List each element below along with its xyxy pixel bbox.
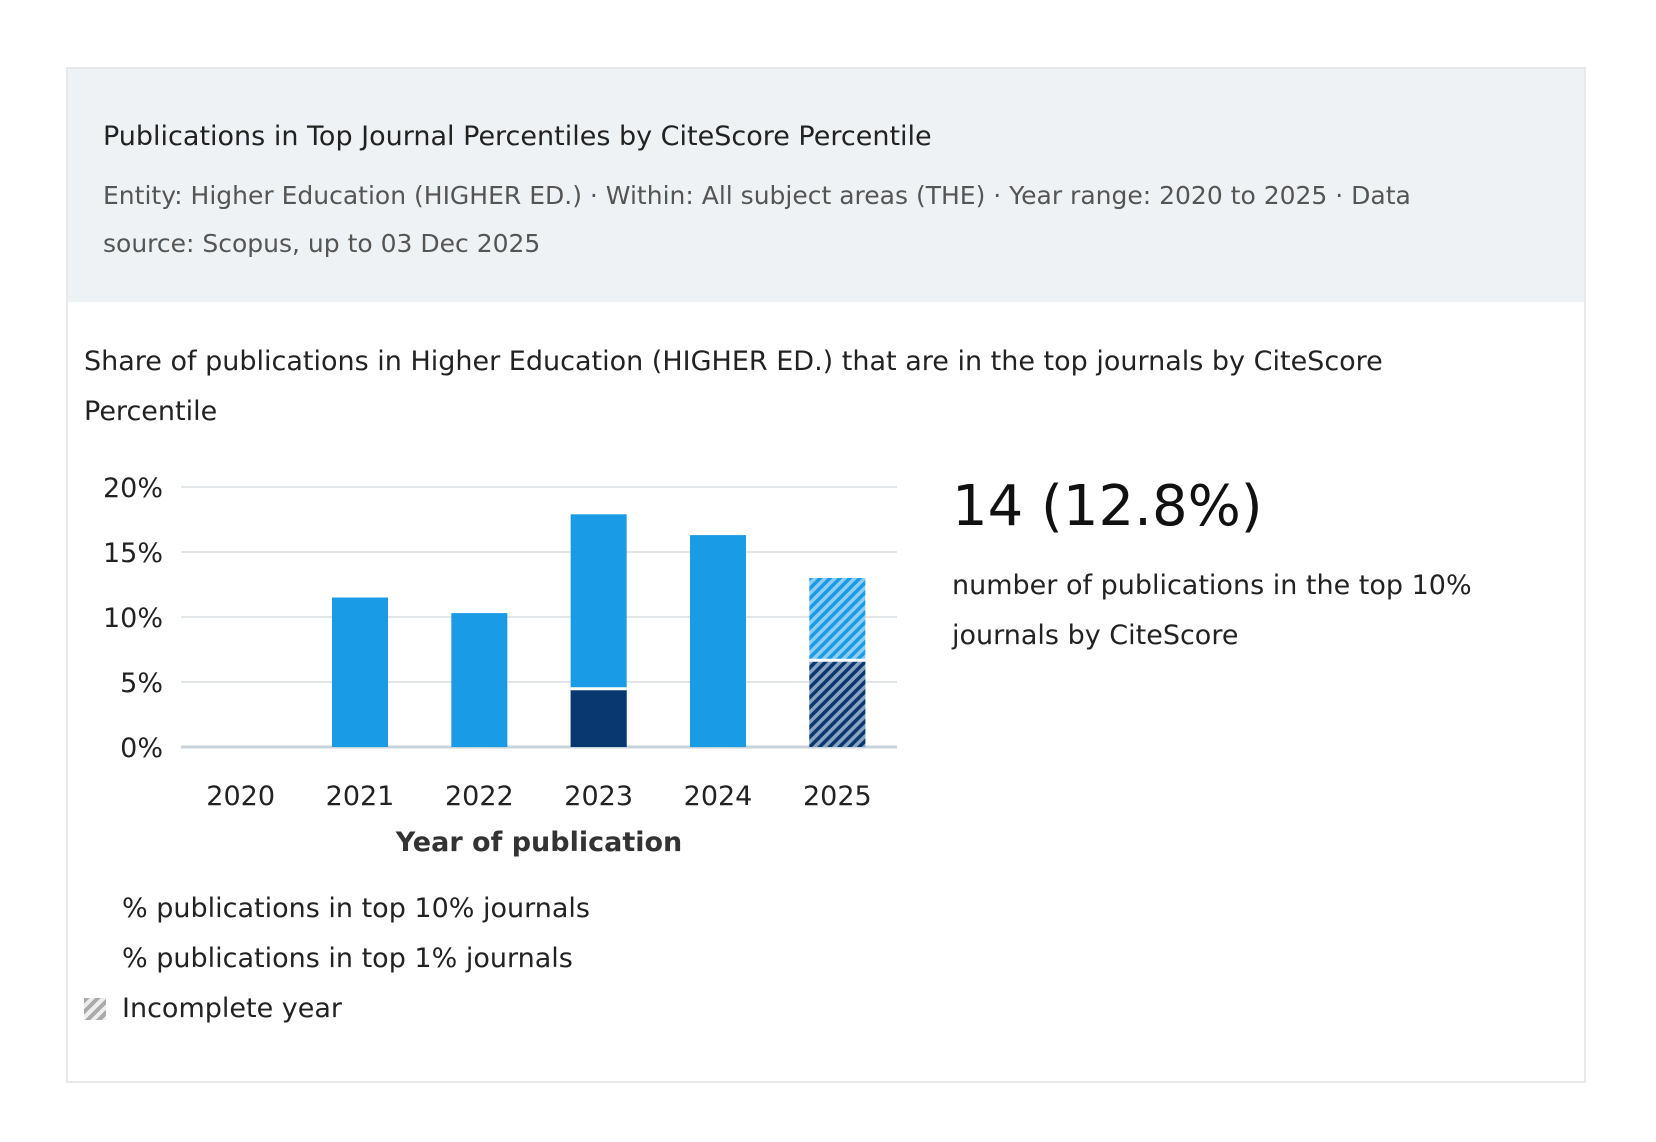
legend-item-incomplete: Incomplete year <box>84 984 590 1034</box>
card-title: Publications in Top Journal Percentiles … <box>103 121 932 152</box>
legend-swatch-top10 <box>84 898 106 920</box>
hatch-icon <box>84 998 106 1020</box>
legend-label: % publications in top 10% journals <box>122 893 590 924</box>
card-header: Publications in Top Journal Percentiles … <box>68 69 1584 302</box>
chart-subtitle: Share of publications in Higher Educatio… <box>84 346 1383 427</box>
legend-swatch-top1 <box>84 948 106 970</box>
highlight-description: number of publications in the top 10% jo… <box>952 570 1472 651</box>
legend-label: Incomplete year <box>122 993 343 1024</box>
legend-item-top10[interactable]: % publications in top 10% journals <box>84 884 590 934</box>
legend-label: % publications in top 1% journals <box>122 943 573 974</box>
legend: % publications in top 10% journals % pub… <box>84 884 590 1034</box>
legend-item-top1[interactable]: % publications in top 1% journals <box>84 934 590 984</box>
highlight-value: 14 (12.8%) <box>952 474 1263 539</box>
card-meta: Entity: Higher Education (HIGHER ED.) · … <box>103 181 1411 258</box>
chart-card: Publications in Top Journal Percentiles … <box>66 67 1586 1083</box>
